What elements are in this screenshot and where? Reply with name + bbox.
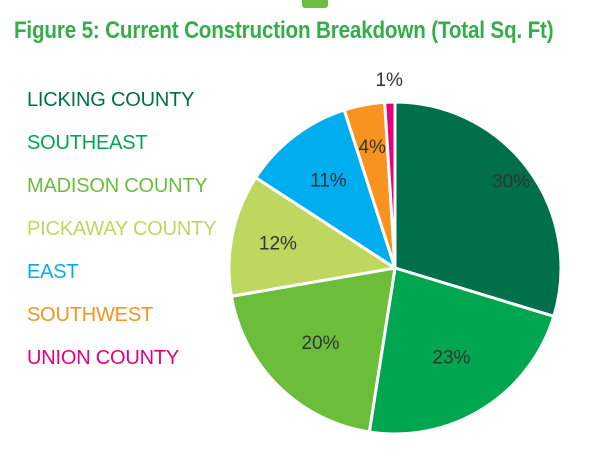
chart-legend: LICKING COUNTY SOUTHEAST MADISON COUNTY … bbox=[27, 78, 267, 379]
legend-item-pickaway-county: PICKAWAY COUNTY bbox=[27, 217, 217, 240]
pie-labels: 30% 23% 20% 12% 11% 4% 1% bbox=[259, 70, 530, 369]
legend-item-licking-county: LICKING COUNTY bbox=[27, 88, 195, 111]
data-label-madison-county: 20% bbox=[301, 333, 339, 354]
data-label-southwest: 4% bbox=[358, 137, 386, 158]
data-label-union-county: 1% bbox=[375, 70, 403, 91]
legend-item-union-county: UNION COUNTY bbox=[27, 346, 180, 369]
pie-slice-madison-county bbox=[229, 266, 397, 434]
legend-item-east: EAST bbox=[27, 260, 79, 283]
pie-slice-southeast bbox=[367, 266, 556, 436]
data-label-east: 11% bbox=[310, 171, 347, 192]
data-label-licking-county: 30% bbox=[492, 172, 530, 193]
data-label-southeast: 23% bbox=[432, 348, 470, 369]
pie-slice-union-county bbox=[383, 100, 397, 270]
pie-slice-licking-county bbox=[393, 100, 563, 318]
data-label-pickaway-county: 12% bbox=[259, 234, 297, 255]
pie-slices bbox=[227, 100, 563, 436]
chart-title: Figure 5: Current Construction Breakdown… bbox=[14, 17, 554, 44]
legend-item-southwest: SOUTHWEST bbox=[27, 303, 153, 326]
legend-item-southeast: SOUTHEAST bbox=[27, 131, 148, 154]
pie-slice-east bbox=[254, 108, 397, 270]
legend-item-madison-county: MADISON COUNTY bbox=[27, 174, 208, 197]
pie-slice-pickaway-county bbox=[227, 176, 397, 298]
top-accent-bar bbox=[302, 0, 328, 8]
